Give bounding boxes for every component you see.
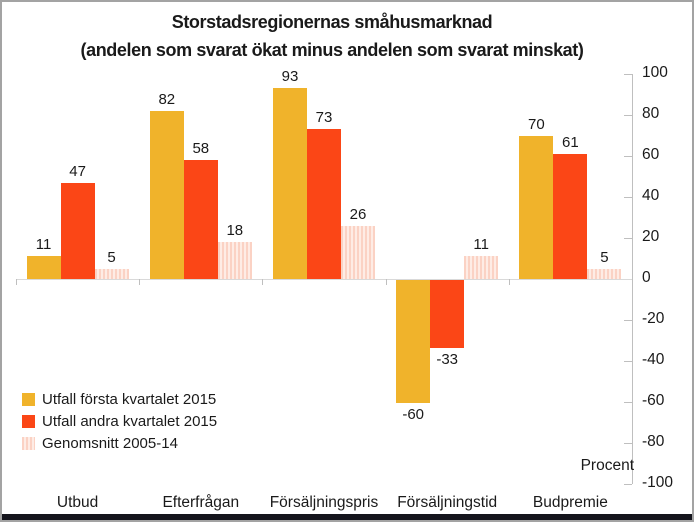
legend-item: Genomsnitt 2005-14 xyxy=(22,433,217,454)
bar xyxy=(26,256,61,279)
y-axis-tick xyxy=(624,320,632,321)
value-label: 82 xyxy=(158,90,176,108)
bar xyxy=(553,153,588,279)
chart-title: Storstadsregionernas småhusmarknad xyxy=(171,12,493,32)
y-axis-tick xyxy=(624,443,632,444)
value-label: 70 xyxy=(528,115,545,133)
value-label: 11 xyxy=(35,236,52,254)
bar xyxy=(217,242,252,279)
title-block: Storstadsregionernas småhusmarknad (ande… xyxy=(2,8,662,64)
category-label: Budpremie xyxy=(532,494,608,511)
legend-swatch-average-icon xyxy=(22,437,35,450)
bar xyxy=(341,225,375,279)
y-axis-tick xyxy=(624,402,632,403)
y-tick-label: 80 xyxy=(642,105,660,122)
y-tick-label: 40 xyxy=(642,187,660,204)
legend-label: Utfall första kvartalet 2015 xyxy=(42,391,217,408)
y-tick-label: -40 xyxy=(642,351,665,368)
value-label: 47 xyxy=(69,162,86,180)
x-axis-tick xyxy=(262,279,264,285)
value-label: 11 xyxy=(473,236,489,254)
chart-subtitle: (andelen som svarat ökat minus andelen s… xyxy=(80,40,584,60)
y-tick-label: 20 xyxy=(642,228,660,245)
bar xyxy=(464,256,499,279)
value-label: 58 xyxy=(192,140,210,158)
legend-swatch-q2-icon xyxy=(22,415,35,428)
y-axis-tick xyxy=(624,197,632,198)
bar xyxy=(430,280,465,348)
bottom-strip xyxy=(2,514,692,520)
x-axis-tick xyxy=(16,279,17,285)
category-label: Efterfrågan xyxy=(162,494,240,511)
legend-item: Utfall andra kvartalet 2015 xyxy=(22,411,217,432)
legend-item: Utfall första kvartalet 2015 xyxy=(22,389,217,410)
y-axis-tick xyxy=(624,115,632,116)
category-label: Utbud xyxy=(56,494,99,511)
bar xyxy=(149,110,184,279)
y-tick-label: -80 xyxy=(642,433,665,450)
value-label: 93 xyxy=(281,68,299,86)
bar xyxy=(273,88,307,279)
x-axis-tick xyxy=(508,279,510,285)
bar xyxy=(60,182,95,279)
y-axis-tick xyxy=(624,74,632,75)
value-label: 61 xyxy=(562,133,579,151)
legend: Utfall första kvartalet 2015 Utfall andr… xyxy=(22,389,217,455)
y-axis-tick xyxy=(624,238,632,239)
x-axis-line xyxy=(16,279,632,280)
value-label: 18 xyxy=(226,222,244,240)
x-axis-tick xyxy=(385,279,387,285)
x-axis-tick xyxy=(632,279,633,285)
legend-label: Genomsnitt 2005-14 xyxy=(42,435,178,452)
value-label: 26 xyxy=(349,205,367,223)
legend-label: Utfall andra kvartalet 2015 xyxy=(42,413,218,430)
category-label: Försäljningstid xyxy=(397,494,498,511)
bar xyxy=(94,268,129,279)
value-label: 5 xyxy=(107,248,116,266)
y-tick-label: 0 xyxy=(642,269,651,286)
y-axis-tick xyxy=(624,156,632,157)
value-label: 5 xyxy=(600,248,609,266)
bar xyxy=(183,160,218,279)
y-tick-label: -20 xyxy=(642,310,665,327)
bar xyxy=(587,268,622,279)
value-label: 73 xyxy=(315,109,333,127)
y-tick-label: 60 xyxy=(642,146,660,163)
value-label: -60 xyxy=(402,406,425,423)
x-axis-tick xyxy=(139,279,141,285)
y-axis-tick xyxy=(624,361,632,362)
bar xyxy=(307,129,341,279)
y-axis-tick xyxy=(624,484,632,485)
legend-swatch-q1-icon xyxy=(22,393,35,406)
value-label: -33 xyxy=(436,350,459,368)
bar xyxy=(396,280,431,403)
y-tick-label: -60 xyxy=(642,392,665,409)
y-tick-label: 100 xyxy=(642,64,668,81)
y-axis-unit-label: Procent xyxy=(580,457,634,474)
category-label: Försäljningspris xyxy=(269,494,379,511)
y-tick-label: -100 xyxy=(642,474,674,491)
bar xyxy=(519,135,554,279)
